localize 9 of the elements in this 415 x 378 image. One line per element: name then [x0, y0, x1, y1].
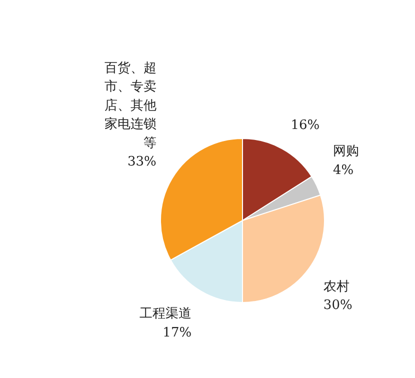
- slice-label: 农村: [323, 279, 350, 294]
- data-label: 17%: [162, 325, 192, 340]
- data-label: 33%: [127, 154, 156, 170]
- slice-label: 网购: [333, 144, 360, 160]
- data-label: 4%: [333, 162, 354, 178]
- data-label: 16%: [290, 118, 320, 133]
- slice-label: 百货、超市、专卖店、其他家电连锁等: [104, 60, 156, 151]
- slice-label: 工程渠道: [140, 306, 192, 322]
- data-label: 30%: [323, 298, 352, 314]
